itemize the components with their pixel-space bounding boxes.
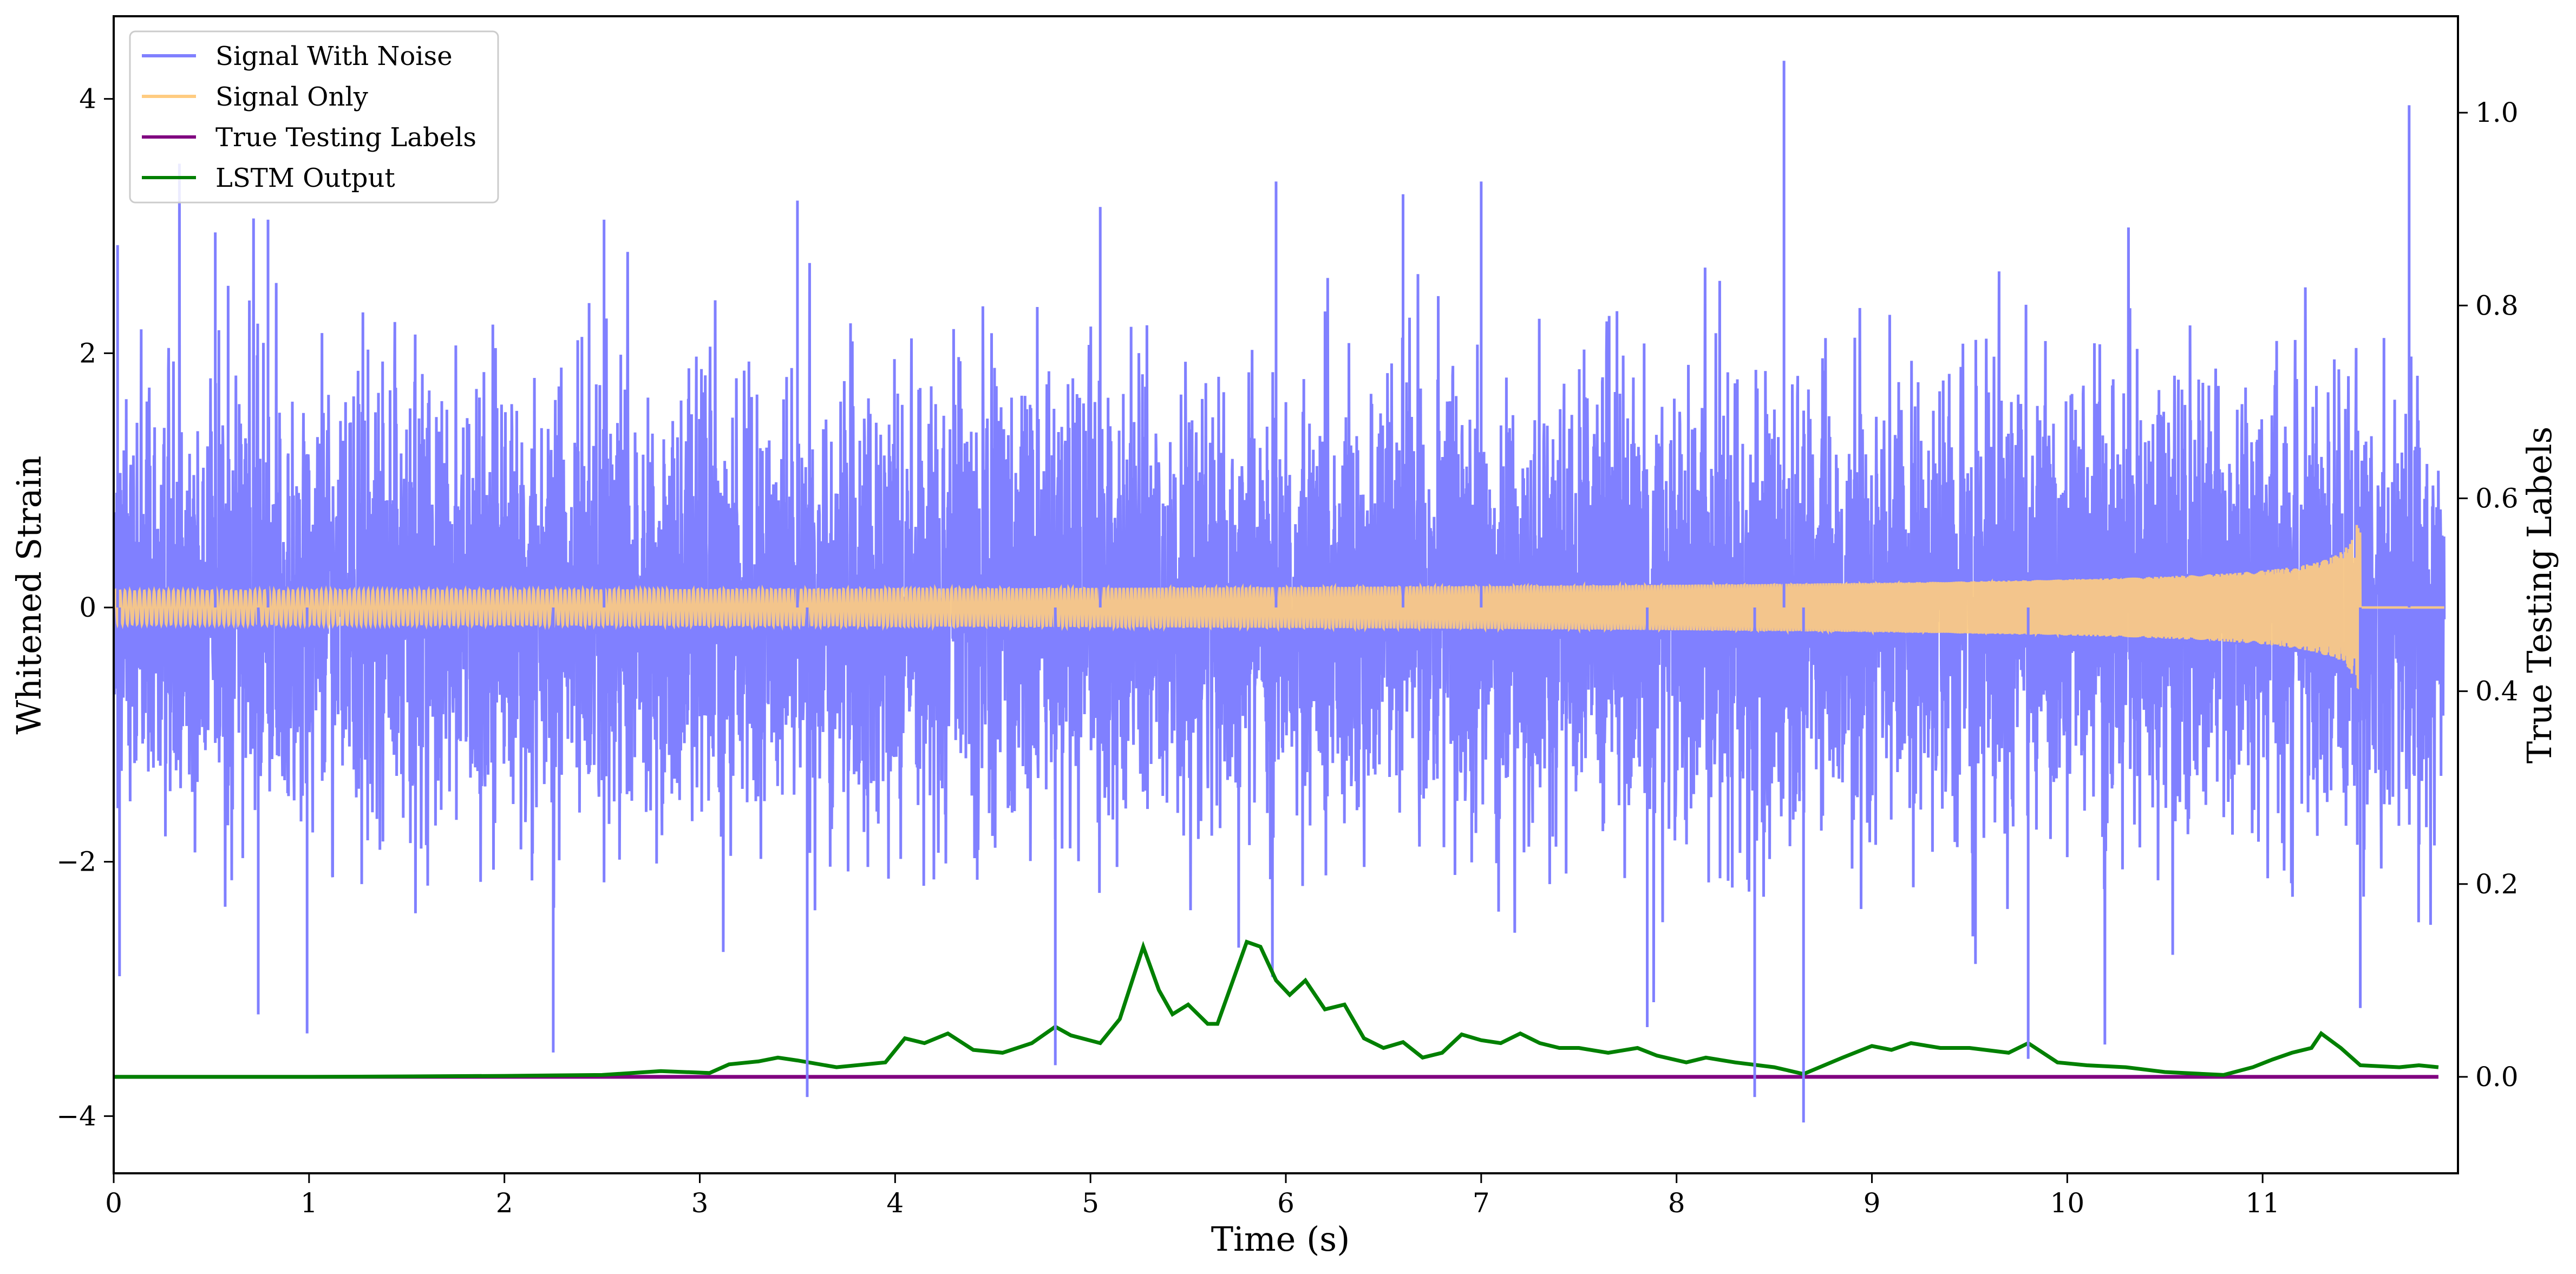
- legend-label-lstm-output: LSTM Output: [215, 163, 395, 193]
- x-tick-label: 4: [886, 1187, 904, 1219]
- y-left-tick-label: 2: [79, 337, 96, 369]
- x-tick-label: 2: [496, 1187, 513, 1219]
- y-right-tick-label: 0.4: [2475, 676, 2519, 707]
- x-axis-label: Time (s): [1211, 1219, 1350, 1259]
- series-lstm-output: [114, 939, 2439, 1079]
- legend-label-signal-with-noise: Signal With Noise: [215, 41, 453, 71]
- x-tick-label: 9: [1864, 1187, 1881, 1219]
- y-axis-label-right: True Testing Labels: [2520, 427, 2559, 764]
- x-tick-label: 7: [1473, 1187, 1490, 1219]
- legend-box: [129, 30, 499, 204]
- x-tick-label: 1: [300, 1187, 318, 1219]
- plot-area: [114, 61, 2446, 1123]
- x-tick-label: 3: [691, 1187, 709, 1219]
- x-tick-label: 10: [2050, 1187, 2085, 1219]
- x-tick-label: 11: [2245, 1187, 2280, 1219]
- y-left-tick-label: 4: [79, 83, 96, 115]
- y-axis-label-left: Whitened Strain: [9, 456, 49, 735]
- y-right-tick-label: 0.0: [2475, 1061, 2519, 1093]
- x-axis: 0 1 2 3 4 5 6 7 8 9 10 11: [105, 1173, 2280, 1219]
- y-right-tick-label: 0.8: [2475, 290, 2519, 321]
- legend-label-signal-only: Signal Only: [215, 82, 368, 112]
- y-left-tick-label: −2: [56, 846, 96, 878]
- x-tick-label: 5: [1082, 1187, 1099, 1219]
- x-tick-label: 0: [105, 1187, 122, 1219]
- y-left-tick-label: 0: [79, 592, 96, 623]
- y-left-tick-label: −4: [56, 1100, 96, 1132]
- y-right-tick-label: 0.6: [2475, 482, 2519, 514]
- series-signal-only: [114, 525, 2444, 689]
- legend-label-true-testing-labels: True Testing Labels: [215, 122, 476, 153]
- x-tick-label: 6: [1277, 1187, 1294, 1219]
- x-tick-label: 8: [1668, 1187, 1685, 1219]
- y-axis-right: 0.0 0.2 0.4 0.6 0.8 1.0: [2458, 97, 2519, 1093]
- y-right-tick-label: 0.2: [2475, 868, 2519, 900]
- y-right-tick-label: 1.0: [2475, 97, 2519, 128]
- legend: Signal With Noise Signal Only True Testi…: [129, 30, 499, 204]
- y-axis-left: −4 −2 0 2 4: [56, 83, 114, 1132]
